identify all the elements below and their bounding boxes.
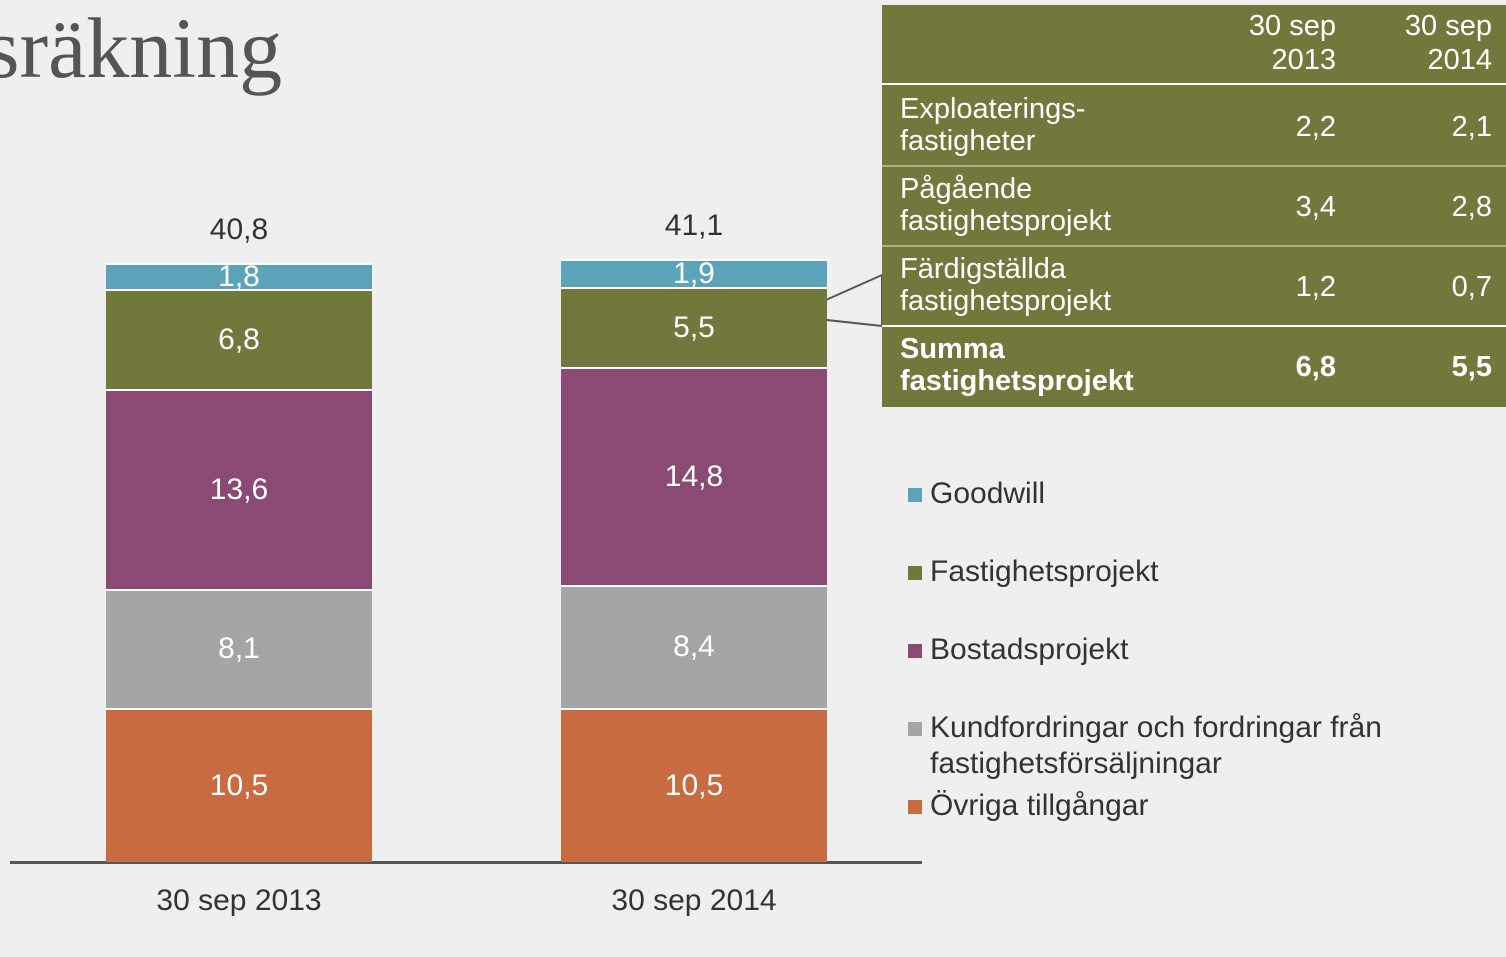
cell: 3,4 bbox=[1295, 191, 1336, 223]
legend-swatch bbox=[908, 566, 922, 580]
table-row: Pågående fastighetsprojekt 3,4 2,8 bbox=[882, 167, 1506, 247]
legend-item: Goodwill bbox=[908, 476, 1400, 512]
table: 30 sep 2013 30 sep 2014 Exploaterings- fas… bbox=[882, 5, 1506, 407]
data-label: 5,5 bbox=[673, 310, 715, 344]
legend-swatch bbox=[908, 644, 922, 658]
cell: 6,8 bbox=[1295, 351, 1336, 383]
legend-swatch bbox=[908, 800, 922, 814]
cell: 2,1 bbox=[1451, 111, 1492, 143]
cell: 1,2 bbox=[1295, 271, 1336, 303]
row-label: Exploaterings- fastigheter bbox=[900, 93, 1086, 157]
total-label: 40,8 bbox=[209, 213, 269, 247]
bar-segment: 6,8 bbox=[106, 289, 372, 390]
row-label: Pågående fastighetsprojekt bbox=[900, 173, 1112, 237]
bar-segment: 10,5 bbox=[561, 707, 827, 862]
legend-label: Goodwill bbox=[930, 477, 1046, 510]
legend-item: Kundfordringar och fordringar från fasti… bbox=[908, 710, 1400, 782]
data-label: 10,5 bbox=[664, 768, 724, 802]
data-label: 6,8 bbox=[218, 323, 260, 357]
column-header: 30 sep 2014 bbox=[1404, 10, 1492, 76]
table-row: Färdigställda fastighetsprojekt 1,2 0,7 bbox=[882, 247, 1506, 327]
legend-item: Fastighetsprojekt bbox=[908, 554, 1400, 590]
legend-label: Fastighetsprojekt bbox=[930, 555, 1159, 588]
legend-swatch bbox=[908, 722, 922, 736]
legend-item: Bostadsprojekt bbox=[908, 632, 1400, 668]
bar-segment: 5,5 bbox=[561, 286, 827, 368]
legend-label: Övriga tillgångar bbox=[930, 789, 1149, 822]
x-tick-label: 30 sep 2014 bbox=[611, 884, 777, 917]
row-label: Summa fastighetsprojekt bbox=[900, 333, 1134, 397]
legend-swatch bbox=[908, 488, 922, 502]
legend-item: Övriga tillgångar bbox=[908, 788, 1400, 824]
bar-segment: 14,8 bbox=[561, 367, 827, 585]
baseline bbox=[10, 861, 922, 864]
bar-segment: 8,4 bbox=[561, 584, 827, 708]
cell: 2,8 bbox=[1451, 191, 1492, 223]
data-label: 14,8 bbox=[664, 459, 724, 493]
data-label: 13,6 bbox=[209, 473, 269, 507]
legend-label: Kundfordringar och fordringar från fasti… bbox=[930, 711, 1382, 780]
table-header: 30 sep 2013 30 sep 2014 bbox=[882, 5, 1506, 85]
legend-label: Bostadsprojekt bbox=[930, 633, 1129, 666]
bar-segment: 10,5 bbox=[106, 707, 372, 862]
total-label: 41,1 bbox=[664, 208, 724, 242]
bar-segment: 1,8 bbox=[106, 260, 372, 293]
column-header: 30 sep 2013 bbox=[1248, 10, 1336, 76]
bar-segment: 8,1 bbox=[106, 588, 372, 708]
data-label: 1,9 bbox=[673, 256, 715, 290]
bar-segment: 13,6 bbox=[106, 389, 372, 589]
table-row: Summa fastighetsprojekt 6,8 5,5 bbox=[882, 327, 1506, 407]
bar-segment: 1,9 bbox=[561, 257, 827, 290]
cell: 5,5 bbox=[1451, 351, 1492, 383]
data-label: 8,4 bbox=[673, 630, 715, 664]
data-label: 8,1 bbox=[218, 632, 260, 666]
x-tick-label: 30 sep 2013 bbox=[156, 884, 322, 917]
data-label: 10,5 bbox=[209, 768, 269, 802]
row-label: Färdigställda fastighetsprojekt bbox=[900, 253, 1112, 317]
cell: 2,2 bbox=[1295, 111, 1336, 143]
table-row: Exploaterings- fastigheter 2,2 2,1 bbox=[882, 87, 1506, 167]
cell: 0,7 bbox=[1451, 271, 1492, 303]
slide-title: sräkning bbox=[0, 0, 283, 96]
data-label: 1,8 bbox=[218, 260, 260, 294]
